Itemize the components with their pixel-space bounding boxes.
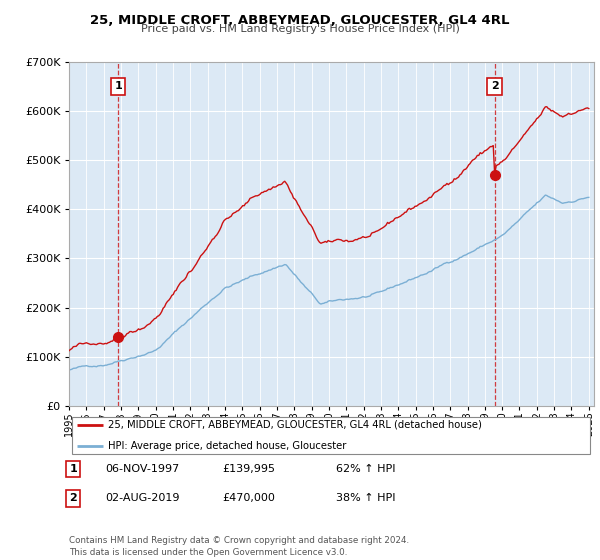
Text: 2: 2 bbox=[491, 81, 499, 91]
Text: 25, MIDDLE CROFT, ABBEYMEAD, GLOUCESTER, GL4 4RL (detached house): 25, MIDDLE CROFT, ABBEYMEAD, GLOUCESTER,… bbox=[109, 420, 482, 430]
Text: £470,000: £470,000 bbox=[222, 493, 275, 503]
Text: 1: 1 bbox=[70, 464, 77, 474]
Text: 02-AUG-2019: 02-AUG-2019 bbox=[105, 493, 179, 503]
Text: 25, MIDDLE CROFT, ABBEYMEAD, GLOUCESTER, GL4 4RL: 25, MIDDLE CROFT, ABBEYMEAD, GLOUCESTER,… bbox=[90, 14, 510, 27]
Text: 62% ↑ HPI: 62% ↑ HPI bbox=[336, 464, 395, 474]
Text: 2: 2 bbox=[70, 493, 77, 503]
Text: 06-NOV-1997: 06-NOV-1997 bbox=[105, 464, 179, 474]
Text: £139,995: £139,995 bbox=[222, 464, 275, 474]
Text: Price paid vs. HM Land Registry's House Price Index (HPI): Price paid vs. HM Land Registry's House … bbox=[140, 24, 460, 34]
Text: Contains HM Land Registry data © Crown copyright and database right 2024.
This d: Contains HM Land Registry data © Crown c… bbox=[69, 536, 409, 557]
Text: 1: 1 bbox=[115, 81, 122, 91]
Text: HPI: Average price, detached house, Gloucester: HPI: Average price, detached house, Glou… bbox=[109, 441, 347, 451]
FancyBboxPatch shape bbox=[71, 417, 590, 454]
Text: 38% ↑ HPI: 38% ↑ HPI bbox=[336, 493, 395, 503]
